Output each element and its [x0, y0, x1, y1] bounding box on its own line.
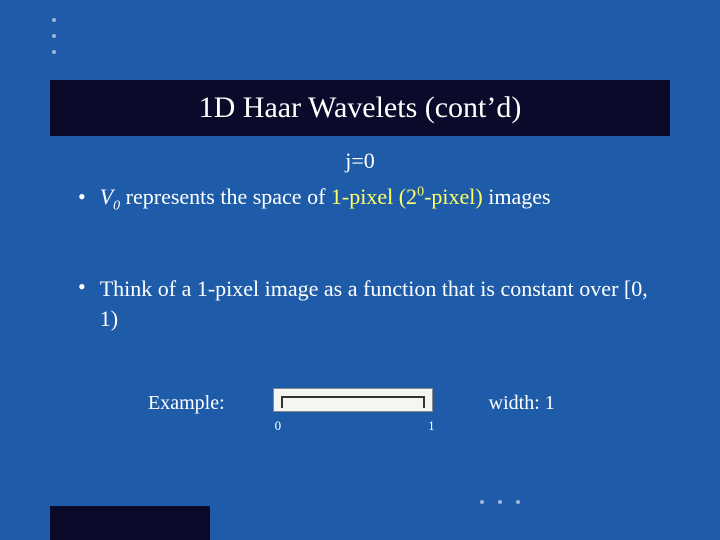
dot-icon: [498, 500, 502, 504]
title-bar: 1D Haar Wavelets (cont’d): [50, 80, 670, 136]
dot-icon: [480, 500, 484, 504]
pixel-diagram: 0 1: [273, 388, 433, 418]
example-row: Example: 0 1 width: 1: [148, 388, 555, 418]
axis-label-start: 0: [275, 418, 282, 434]
b1-mid2: -pixel): [424, 184, 483, 209]
b1-highlight-1: 1-pixel: [331, 184, 393, 209]
dot-icon: [516, 500, 520, 504]
slide-title: 1D Haar Wavelets (cont’d): [199, 91, 522, 125]
decorative-dots-top: [52, 18, 56, 66]
diagram-bracket: [281, 396, 425, 408]
dot-icon: [52, 50, 56, 54]
decorative-dots-bottom: [480, 500, 520, 504]
v-symbol: V: [100, 184, 113, 209]
bullet-1-text: V0 represents the space of 1-pixel (20-p…: [100, 184, 551, 214]
footer-block: [50, 506, 210, 540]
dot-icon: [52, 18, 56, 22]
example-label: Example:: [148, 392, 225, 415]
bullet-2-text: Think of a 1-pixel image as a function t…: [100, 274, 660, 333]
bullet-marker: •: [78, 274, 86, 300]
dot-icon: [52, 34, 56, 38]
b1-pre: represents the space of: [120, 184, 331, 209]
b1-post: images: [483, 184, 551, 209]
bullet-item-1: • V0 represents the space of 1-pixel (20…: [78, 184, 551, 214]
bullet-item-2: • Think of a 1-pixel image as a function…: [78, 274, 660, 333]
b1-sup: 0: [417, 185, 424, 200]
width-label: width: 1: [489, 392, 555, 415]
b1-mid1: (2: [393, 184, 417, 209]
subheading: j=0: [0, 148, 720, 174]
bullet-marker: •: [78, 184, 86, 210]
axis-label-end: 1: [428, 418, 435, 434]
